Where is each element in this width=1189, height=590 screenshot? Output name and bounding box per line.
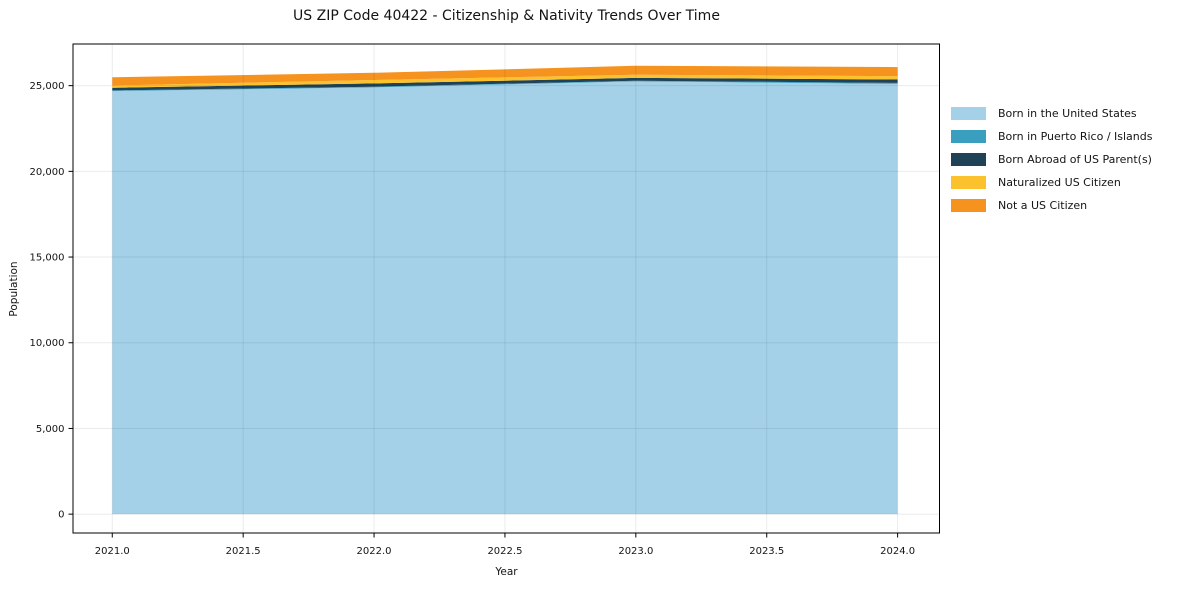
y-tick-label: 0 (58, 510, 64, 521)
legend-swatch-icon (951, 130, 986, 143)
y-tick-label: 25,000 (30, 81, 65, 92)
plot-border (72, 43, 940, 534)
legend-swatch-icon (951, 107, 986, 120)
legend-item-label: Born Abroad of US Parent(s) (998, 153, 1152, 166)
y-tick-label: 20,000 (30, 167, 65, 178)
y-tick-label: 15,000 (30, 253, 65, 264)
x-axis-label: Year (495, 566, 518, 578)
legend-item-label: Naturalized US Citizen (998, 176, 1121, 189)
area-series-born-abroad-of-us-parent-s (112, 77, 898, 91)
y-axis-label: Population (8, 261, 20, 317)
x-tick-label: 2021.5 (226, 546, 261, 557)
legend-item-label: Born in Puerto Rico / Islands (998, 130, 1153, 143)
legend-swatch-icon (951, 153, 986, 166)
legend-item: Not a US Citizen (951, 194, 1152, 217)
x-tick-label: 2023.0 (618, 546, 653, 557)
x-tick-label: 2022.0 (357, 546, 392, 557)
area-series-not-a-us-citizen (112, 65, 898, 86)
y-tick-label: 5,000 (36, 424, 65, 435)
legend-item: Born in Puerto Rico / Islands (951, 125, 1152, 148)
chart-legend: Born in the United States Born in Puerto… (951, 102, 1152, 217)
x-tick-label: 2021.0 (95, 546, 130, 557)
x-tick-label: 2024.0 (880, 546, 915, 557)
y-tick-label: 10,000 (30, 338, 65, 349)
chart-title: US ZIP Code 40422 - Citizenship & Nativi… (293, 8, 720, 24)
area-series-naturalized-us-citizen (112, 74, 898, 88)
legend-swatch-icon (951, 176, 986, 189)
legend-item: Born in the United States (951, 102, 1152, 125)
x-tick-label: 2022.5 (487, 546, 522, 557)
legend-item: Born Abroad of US Parent(s) (951, 148, 1152, 171)
x-tick-label: 2023.5 (749, 546, 784, 557)
legend-item-label: Born in the United States (998, 107, 1137, 120)
area-series-born-in-the-united-states (112, 81, 898, 515)
legend-item-label: Not a US Citizen (998, 199, 1088, 212)
legend-item: Naturalized US Citizen (951, 171, 1152, 194)
legend-swatch-icon (951, 199, 986, 212)
